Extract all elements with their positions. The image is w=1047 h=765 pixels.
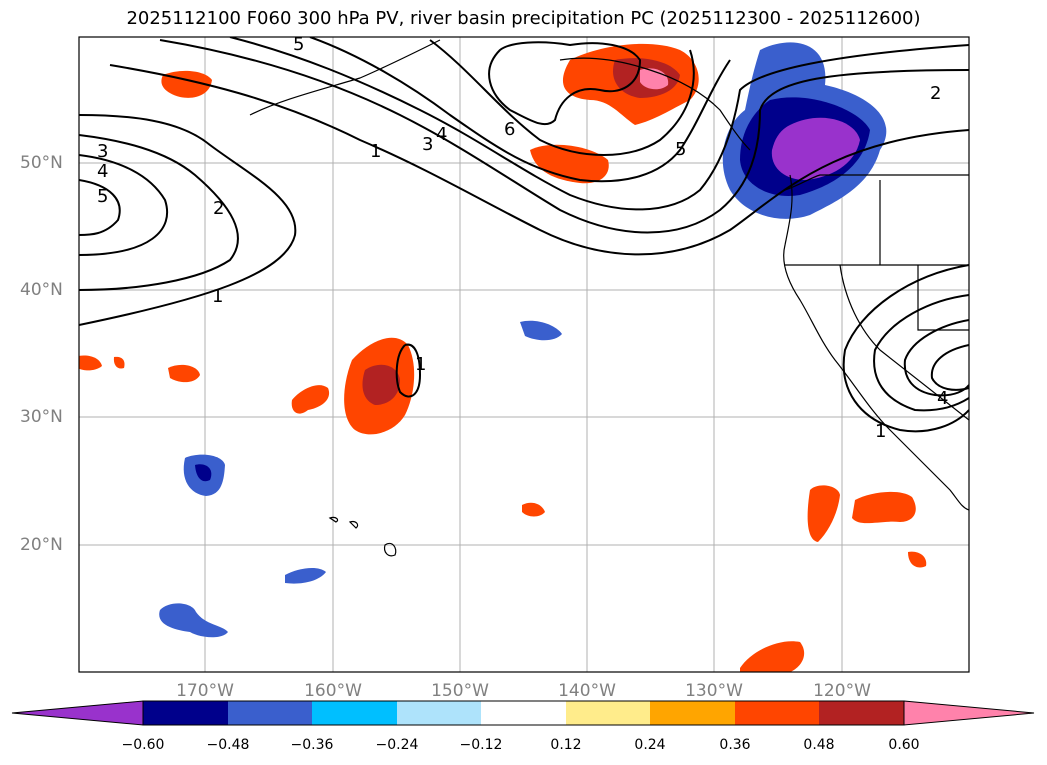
colorbar-bin [397, 701, 481, 725]
coastlines [249, 39, 969, 557]
colorbar-extend-high [903, 700, 1035, 726]
lat-label-30n: 30°N [20, 407, 63, 427]
lon-label-170w: 170°W [176, 681, 234, 701]
lat-label-50n: 50°N [20, 153, 63, 173]
map-frame [78, 36, 970, 673]
colorbar-bin [819, 701, 904, 725]
contour-label-2b: 2 [930, 83, 941, 104]
contour-label-5c: 5 [293, 34, 304, 55]
contour-label-1b: 1 [370, 141, 381, 162]
map-title: 2025112100 F060 300 hPa PV, river basin … [126, 8, 921, 29]
colorbar-tick: 0.12 [550, 737, 582, 753]
colorbar-bin [228, 701, 312, 725]
pv-contours [79, 37, 969, 433]
colorbar-tick: −0.36 [290, 737, 334, 753]
colorbar-tick: 0.24 [634, 737, 666, 753]
colorbar-tick: −0.48 [206, 737, 250, 753]
contour-label-1d: 1 [875, 421, 886, 442]
colorbar-tick: −0.24 [375, 737, 419, 753]
colorbar-tick: 0.48 [803, 737, 835, 753]
lon-label-160w: 160°W [304, 681, 362, 701]
colorbar-bin [143, 701, 228, 725]
contour-label-1: 1 [212, 286, 223, 307]
contour-label-4c: 4 [937, 388, 948, 409]
contour-label-4: 4 [97, 161, 108, 182]
lat-label-40n: 40°N [20, 280, 63, 300]
contour-label-5b: 5 [675, 139, 686, 160]
colorbar-tick: −0.12 [459, 737, 503, 753]
contour-label-4b: 4 [436, 124, 447, 145]
colorbar-tick: 0.36 [719, 737, 751, 753]
colorbar [11, 700, 1035, 726]
colorbar-bin [650, 701, 735, 725]
lon-label-140w: 140°W [558, 681, 616, 701]
lon-label-130w: 130°W [685, 681, 743, 701]
colorbar-extend-low [11, 700, 144, 726]
colorbar-tick: −0.60 [121, 737, 165, 753]
lon-label-150w: 150°W [431, 681, 489, 701]
colorbar-bin [566, 701, 650, 725]
contour-label-3: 3 [97, 141, 108, 162]
colorbar-bin [312, 701, 397, 725]
colorbar-bin [481, 701, 566, 725]
lat-label-20n: 20°N [20, 535, 63, 555]
contour-label-1c: 1 [415, 354, 426, 375]
contour-label-6: 6 [504, 119, 515, 140]
lon-label-120w: 120°W [813, 681, 871, 701]
colorbar-bin [735, 701, 819, 725]
contour-label-3b: 3 [422, 134, 433, 155]
colorbar-tick: 0.60 [888, 737, 920, 753]
contour-label-5: 5 [97, 186, 108, 207]
contour-label-2: 2 [213, 198, 224, 219]
